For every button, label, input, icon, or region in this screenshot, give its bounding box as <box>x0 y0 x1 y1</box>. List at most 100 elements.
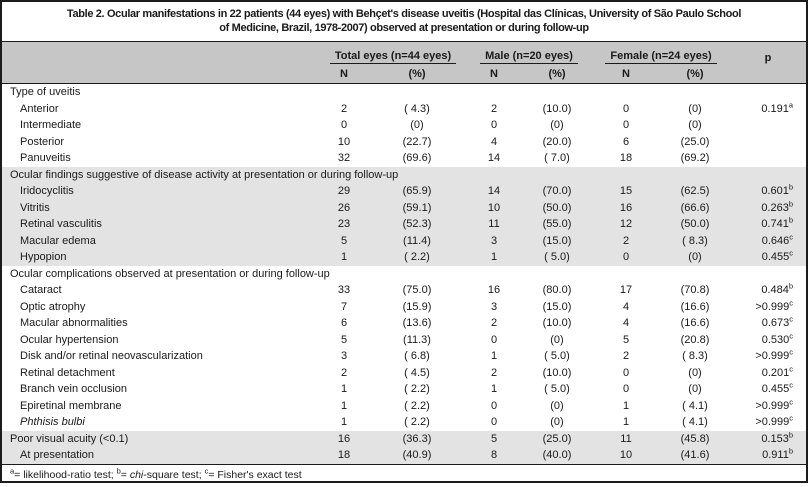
female-pct: ( 8.3) <box>660 232 731 249</box>
total-n: 1 <box>320 249 368 266</box>
male-n: 4 <box>490 135 498 148</box>
total-n: 5 <box>320 232 368 249</box>
female-pct: (0) <box>688 383 702 395</box>
section-header-row: Type of uveitis <box>2 84 806 101</box>
row-label: Intermediate <box>20 119 82 131</box>
row-label: Disk and/or retinal neovascularization <box>20 350 203 362</box>
female-n: 1 <box>622 416 630 428</box>
male-pct: (15.0) <box>542 300 572 313</box>
male-pct: (25.0) <box>522 430 592 447</box>
female-n: 2 <box>592 232 660 249</box>
female-n: 4 <box>622 300 630 313</box>
table-title-line2: of Medicine, Brazil, 1978-2007) observed… <box>219 22 589 34</box>
table-row: Macular abnormalities 6 (13.6) 2 (10.0) 4 (16.… <box>2 315 806 332</box>
row-label: Retinal detachment <box>20 366 115 379</box>
female-pct: (25.0) <box>680 135 710 148</box>
table-row: Phthisis bulbi 1 ( 2.2) 0 (0) 1 ( 4.1) >0.999c <box>2 414 806 431</box>
male-pct: ( 5.0) <box>544 383 570 395</box>
male-pct-header: (%) <box>522 64 592 84</box>
male-n: 11 <box>466 216 522 233</box>
total-pct: (15.9) <box>402 300 432 313</box>
male-pct: (10.0) <box>542 317 572 329</box>
male-pct: (50.0) <box>522 199 592 216</box>
total-pct: ( 2.2) <box>404 416 430 428</box>
row-label: Epiretinal membrane <box>20 399 122 412</box>
p-value: >0.999c <box>755 298 794 313</box>
p-value: 0.741b <box>730 216 807 233</box>
row-label: Vitritis <box>2 199 320 216</box>
row-label: Ocular hypertension <box>20 333 119 346</box>
female-n: 0 <box>622 383 630 395</box>
female-label: Female (n=24 eyes) <box>605 50 717 64</box>
female-pct: (16.6) <box>680 317 710 329</box>
table-title: Table 2. Ocular manifestations in 22 pat… <box>2 2 806 42</box>
female-pct: (16.6) <box>680 300 710 313</box>
female-n: 0 <box>592 249 660 266</box>
data-table: Total eyes (n=44 eyes) Male (n=20 eyes) … <box>2 42 807 464</box>
footnote-sup-b: b <box>116 466 121 475</box>
total-pct: ( 4.3) <box>404 102 430 115</box>
male-pct: (80.0) <box>542 284 572 296</box>
female-pct: ( 4.1) <box>682 416 708 428</box>
male-n: 1 <box>466 249 522 266</box>
female-n: 6 <box>622 135 630 148</box>
table-row: Anterior 2 ( 4.3) 2 (10.0) 0 (0) 0.191a <box>2 101 806 118</box>
p-value: >0.999c <box>755 414 794 428</box>
p-value: >0.999c <box>755 397 794 412</box>
female-pct: (0) <box>688 102 702 115</box>
female-pct: (0) <box>688 119 702 131</box>
female-pct: (70.8) <box>680 284 710 296</box>
male-n: 10 <box>466 199 522 216</box>
table-row: Epiretinal membrane 1 ( 2.2) 0 (0) 1 ( 4.1) >0.… <box>2 398 806 415</box>
table-title-line1: Table 2. Ocular manifestations in 22 pat… <box>66 8 742 20</box>
row-label: Macular abnormalities <box>20 317 128 329</box>
female-n: 4 <box>622 317 630 329</box>
row-label: Anterior <box>20 102 59 115</box>
p-value: 0.263b <box>730 199 807 216</box>
p-value: 0.201c <box>761 364 794 379</box>
female-n-header: N <box>592 64 660 84</box>
total-n: 23 <box>320 216 368 233</box>
total-pct: ( 2.2) <box>404 383 430 395</box>
footnote-text-a: = likelihood-ratio test; <box>14 468 117 481</box>
male-n: 0 <box>490 119 498 131</box>
total-n-header: N <box>320 64 368 84</box>
table-row: Branch vein occlusion 1 ( 2.2) 1 ( 5.0) 0 (0) 0… <box>2 381 806 398</box>
table-row: Retinal vasculitis 23 (52.3) 11 (55.0) 12 (50.… <box>2 216 807 233</box>
female-pct: (20.8) <box>680 333 710 346</box>
total-eyes-col-header: Total eyes (n=44 eyes) <box>320 42 466 64</box>
total-n: 18 <box>320 447 368 464</box>
female-pct: (41.6) <box>660 447 731 464</box>
table-row: Macular edema 5 (11.4) 3 (15.0) 2( 8.3) 0.646c <box>2 232 807 249</box>
male-pct: (0) <box>550 333 564 346</box>
female-n: 15 <box>592 183 660 200</box>
p-value: 0.484b <box>761 282 794 296</box>
female-n: 12 <box>592 216 660 233</box>
p-value: 0.646c <box>730 232 807 249</box>
row-label: Poor visual acuity (<0.1) <box>2 430 320 447</box>
total-pct: ( 6.8) <box>404 350 430 362</box>
total-n: 32 <box>337 152 351 164</box>
female-n: 11 <box>592 430 660 447</box>
female-n: 1 <box>622 399 630 412</box>
male-pct: (15.0) <box>522 232 592 249</box>
total-pct: (59.1) <box>368 199 466 216</box>
total-n: 0 <box>340 119 348 131</box>
row-label: Iridocyclitis <box>2 183 320 200</box>
p-value: 0.673c <box>761 315 794 329</box>
p-value: 0.153b <box>730 430 807 447</box>
male-n: 0 <box>490 333 498 346</box>
table-row: At presentation 18 (40.9) 8 (40.0) 10 (41.6) 0.… <box>2 447 807 464</box>
footnote: a= likelihood-ratio test; b= chi-square … <box>2 463 806 487</box>
male-n: 8 <box>466 447 522 464</box>
total-pct: (36.3) <box>368 430 466 447</box>
table-row: Hypopion 1( 2.2) 1( 5.0) 0 (0) 0.455c <box>2 249 807 266</box>
total-n: 29 <box>320 183 368 200</box>
p-value <box>730 134 806 151</box>
total-pct: ( 2.2) <box>404 399 430 412</box>
female-pct: (0) <box>688 366 702 379</box>
male-n: 0 <box>490 416 498 428</box>
row-label: Cataract <box>20 284 62 296</box>
female-col-header: Female (n=24 eyes) <box>592 42 731 64</box>
p-value: 0.530c <box>761 331 794 346</box>
